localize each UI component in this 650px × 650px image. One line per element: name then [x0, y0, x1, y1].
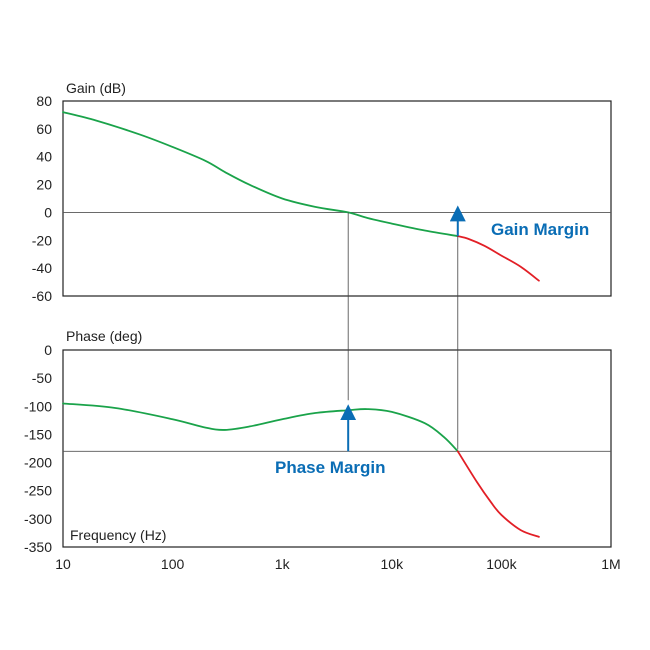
phase-series-line-2	[456, 450, 540, 538]
phase-y-tick-label: -350	[24, 539, 52, 555]
frequency-x-tick-label: 10k	[381, 556, 405, 572]
gain-y-tick-label: 60	[36, 121, 52, 137]
phase-plot-panel: Phase (deg) Frequency (Hz) 0 -50 -100 -150 -…	[24, 328, 621, 572]
frequency-x-tick-label: 100k	[486, 556, 517, 572]
gain-y-tick-label: -60	[32, 288, 52, 304]
gain-y-ticks: 80 60 40 20 0 -20 -40 -60	[32, 93, 52, 304]
phase-margin-label: Phase Margin	[275, 458, 386, 477]
phase-y-tick-label: -50	[32, 370, 52, 386]
gain-y-tick-label: -40	[32, 260, 52, 276]
gain-series	[62, 111, 540, 282]
gain-plot-frame	[62, 100, 612, 297]
frequency-x-tick-label: 10	[55, 556, 71, 572]
frequency-x-tick-label: 100	[161, 556, 185, 572]
phase-axis-label: Phase (deg)	[66, 328, 142, 344]
phase-y-tick-label: -100	[24, 398, 52, 414]
frequency-x-tick-label: 1M	[601, 556, 620, 572]
gain-series-line-2	[456, 235, 540, 282]
gain-y-tick-label: -20	[32, 232, 52, 248]
phase-y-tick-label: 0	[44, 342, 52, 358]
frequency-axis-label: Frequency (Hz)	[70, 527, 166, 543]
phase-series-line-1	[62, 402, 459, 453]
phase-y-tick-label: -150	[24, 426, 52, 442]
phase-y-tick-label: -300	[24, 511, 52, 527]
frequency-x-tick-label: 1k	[275, 556, 291, 572]
gain-margin-label: Gain Margin	[491, 220, 589, 239]
phase-series	[62, 402, 540, 538]
gain-y-tick-label: 20	[36, 177, 52, 193]
gain-axis-label: Gain (dB)	[66, 80, 126, 96]
gain-series-line-1	[62, 111, 459, 238]
phase-y-tick-label: -250	[24, 483, 52, 499]
gain-y-tick-label: 40	[36, 149, 52, 165]
frequency-x-ticks: 10 100 1k 10k 100k 1M	[55, 556, 621, 572]
phase-y-ticks: 0 -50 -100 -150 -200 -250 -300 -350	[24, 342, 52, 555]
gain-y-tick-label: 0	[44, 204, 52, 220]
phase-y-tick-label: -200	[24, 455, 52, 471]
gain-plot-panel: Gain (dB) 80 60 40 20 0 -20 -40 -60	[32, 80, 612, 304]
gain-y-tick-label: 80	[36, 93, 52, 109]
phase-plot-frame	[62, 349, 612, 548]
